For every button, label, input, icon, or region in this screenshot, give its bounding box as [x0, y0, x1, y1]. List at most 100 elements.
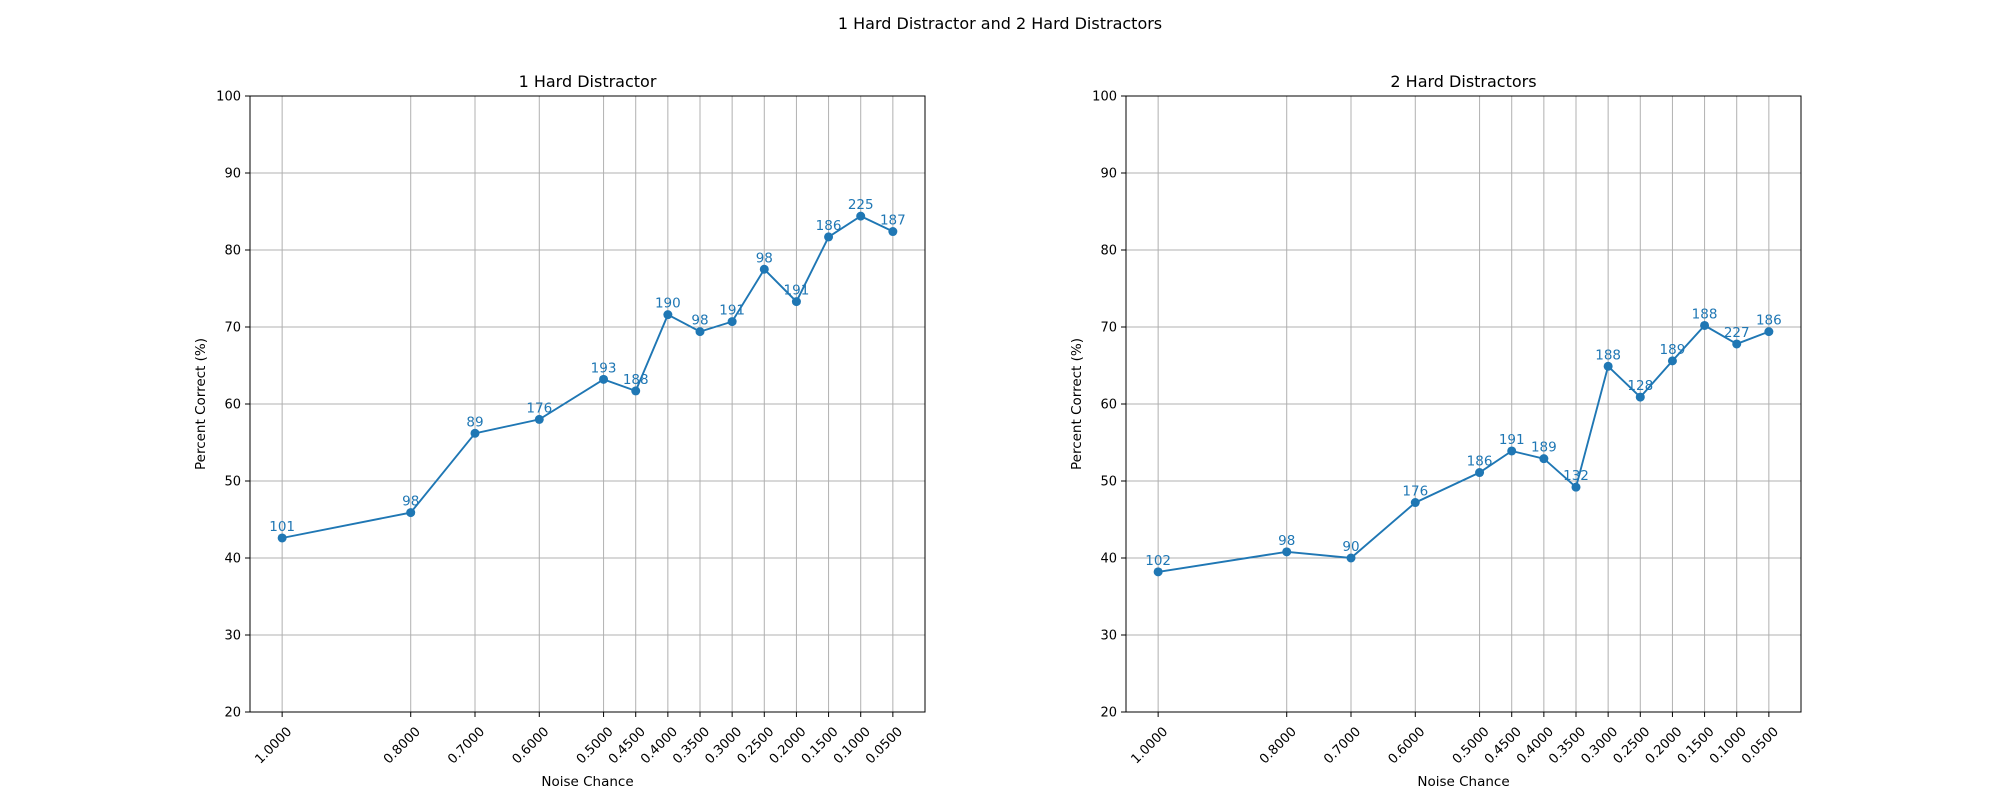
data-point	[1539, 454, 1549, 464]
data-label: 189	[1531, 440, 1557, 456]
data-point	[277, 533, 287, 543]
data-point	[824, 232, 834, 242]
y-tick-label: 60	[224, 398, 241, 413]
y-tick-label: 80	[224, 244, 241, 259]
chart-panel-1-hard-distractor: 20 30 40 50 60 70 80 90 100 1.0000 0.8000 0.7000 0.…	[193, 72, 926, 790]
data-label: 188	[1692, 306, 1718, 322]
data-point	[1282, 547, 1292, 557]
data-point	[1507, 446, 1517, 456]
y-axis-ticks: 20 30 40 50 60 70 80 90 100	[216, 90, 250, 721]
data-label: 186	[816, 218, 842, 234]
data-point	[1764, 327, 1774, 337]
data-label: 188	[623, 372, 649, 388]
x-tick-label: 0.8000	[381, 724, 424, 767]
series: 102 98 90 176 186 191 189 132 188 128 189 188 227 186	[1145, 306, 1782, 577]
data-point	[727, 317, 737, 327]
data-point	[888, 227, 898, 237]
y-tick-label: 40	[1100, 552, 1117, 567]
x-axis-label: Noise Chance	[541, 774, 633, 790]
data-point	[856, 211, 866, 221]
y-tick-label: 90	[224, 167, 241, 182]
y-axis-ticks: 20 30 40 50 60 70 80 90 100	[1092, 90, 1126, 721]
x-axis-ticks: 1.0000 0.8000 0.7000 0.6000 0.50000.45000.40…	[252, 712, 906, 767]
y-axis-label: Percent Correct (%)	[1069, 338, 1085, 470]
series: 101 98 89 176 193 188 190 98 191 98 191 186 225 187	[269, 197, 906, 543]
data-label: 191	[1499, 432, 1525, 448]
y-axis-label: Percent Correct (%)	[193, 338, 209, 470]
data-point	[1475, 468, 1485, 478]
data-point	[1603, 361, 1613, 371]
data-label: 188	[1595, 347, 1621, 363]
data-point	[663, 310, 673, 320]
x-tick-label: 0.7000	[445, 724, 488, 767]
data-label: 102	[1145, 553, 1171, 569]
y-tick-label: 90	[1100, 167, 1117, 182]
data-point	[406, 508, 416, 518]
x-axis-label: Noise Chance	[1417, 774, 1509, 790]
data-point	[1732, 339, 1742, 349]
data-label: 98	[756, 250, 773, 266]
data-label: 90	[1342, 539, 1359, 555]
data-label: 186	[1467, 454, 1493, 470]
data-point	[1571, 482, 1581, 492]
data-point	[1700, 320, 1710, 330]
data-label: 98	[691, 313, 708, 329]
x-tick-label: 1.0000	[252, 724, 295, 767]
y-tick-label: 20	[1100, 706, 1117, 721]
data-point	[1346, 553, 1356, 563]
y-tick-label: 30	[1100, 629, 1117, 644]
data-label: 193	[591, 360, 617, 376]
series-line	[1157, 324, 1770, 573]
y-tick-label: 40	[224, 552, 241, 567]
data-label: 132	[1563, 468, 1589, 484]
y-tick-label: 70	[224, 321, 241, 336]
y-tick-label: 50	[224, 475, 241, 490]
y-tick-label: 20	[224, 706, 241, 721]
data-point	[759, 264, 769, 274]
x-tick-label: 0.6000	[510, 724, 553, 767]
chart-title: 1 Hard Distractor	[519, 72, 657, 91]
data-label: 190	[655, 296, 681, 312]
figure-title: 1 Hard Distractor and 2 Hard Distractors	[838, 14, 1162, 33]
data-label: 176	[526, 400, 552, 416]
y-tick-label: 70	[1100, 321, 1117, 336]
data-point	[599, 374, 609, 384]
grid	[1126, 95, 1801, 713]
data-label: 186	[1756, 313, 1782, 329]
data-point	[695, 327, 705, 337]
data-point	[1667, 356, 1677, 366]
data-point	[1153, 567, 1163, 577]
data-label: 225	[848, 197, 874, 213]
series-line	[281, 215, 894, 539]
x-axis-ticks: 1.0000 0.8000 0.7000 0.6000 0.50000.45000.40…	[1128, 712, 1782, 767]
chart-panel-2-hard-distractors: 20 30 40 50 60 70 80 90 100 1.0000 0.8000 0.7000 0.…	[1069, 72, 1802, 790]
x-tick-label: 0.8000	[1257, 724, 1300, 767]
data-point	[1635, 392, 1645, 402]
data-label: 98	[402, 494, 419, 510]
y-tick-label: 30	[224, 629, 241, 644]
data-label: 191	[784, 283, 810, 299]
data-point	[791, 297, 801, 307]
x-tick-label: 1.0000	[1128, 724, 1171, 767]
data-label: 227	[1724, 325, 1750, 341]
data-label: 101	[269, 519, 295, 535]
data-label: 187	[880, 213, 906, 229]
data-label: 189	[1660, 342, 1686, 358]
data-label: 191	[719, 303, 745, 319]
y-tick-label: 100	[216, 90, 241, 105]
data-label: 98	[1278, 533, 1295, 549]
y-tick-label: 60	[1100, 398, 1117, 413]
x-tick-label: 0.6000	[1386, 724, 1429, 767]
y-tick-label: 100	[1092, 90, 1117, 105]
data-point	[470, 428, 480, 438]
y-tick-label: 50	[1100, 475, 1117, 490]
y-tick-label: 80	[1100, 244, 1117, 259]
data-label: 176	[1402, 484, 1428, 500]
chart-title: 2 Hard Distractors	[1390, 72, 1536, 91]
data-point	[1410, 498, 1420, 508]
data-label: 89	[466, 414, 483, 430]
data-point	[534, 414, 544, 424]
data-point	[631, 386, 641, 396]
data-label: 128	[1627, 378, 1653, 394]
